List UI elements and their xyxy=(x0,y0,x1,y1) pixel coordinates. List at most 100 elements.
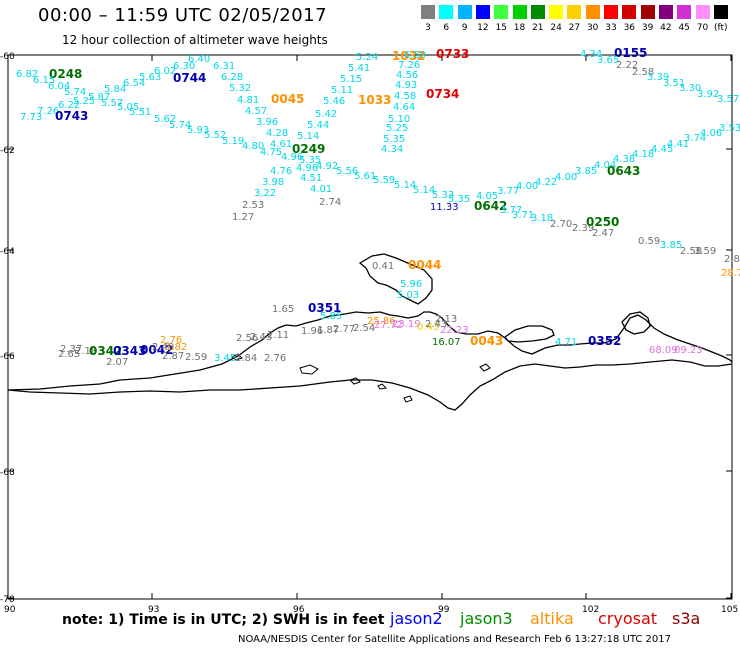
wave-height-value: 3.96 xyxy=(256,117,278,128)
legend-swatch xyxy=(567,5,582,19)
pass-time-label: 0045 xyxy=(271,92,304,106)
wave-height-value: 1.87 xyxy=(317,325,339,336)
wave-height-value: 25.86 xyxy=(367,316,396,327)
satellite-name: s3a xyxy=(672,609,701,628)
wave-height-value: 5.11 xyxy=(331,85,353,96)
wave-height-value: 3.45 xyxy=(214,353,236,364)
legend-label: 9 xyxy=(461,23,468,33)
wave-height-value: 5.33 xyxy=(432,190,454,201)
wave-height-value: 2.59 xyxy=(185,352,207,363)
wave-height-value: 4.04 xyxy=(594,160,616,171)
wave-height-value: 2.47 xyxy=(592,228,614,239)
wave-height-value: 7.73 xyxy=(20,112,42,123)
legend-label: 42 xyxy=(660,23,672,33)
wave-height-value: 4.58 xyxy=(394,91,416,102)
wave-height-value: 2.49 xyxy=(152,342,174,353)
latitude-label: -70 xyxy=(0,595,15,605)
wave-height-value: 4.00 xyxy=(516,181,538,192)
wave-height-value: 5.85 xyxy=(320,311,342,322)
wave-height-value: 4.05 xyxy=(476,191,498,202)
footer-note: note: 1) Time is in UTC; 2) SWH is in fe… xyxy=(62,612,385,628)
wave-height-value: 5.42 xyxy=(315,109,337,120)
wave-height-value: 5.24 xyxy=(356,52,378,63)
wave-height-value: 2.56 xyxy=(236,333,258,344)
wave-height-value: 2.43 xyxy=(250,332,272,343)
legend-swatch xyxy=(457,5,472,19)
coast-detail-4 xyxy=(479,363,491,372)
longitude-ticks xyxy=(7,55,732,599)
wave-height-value: 4.76 xyxy=(270,166,292,177)
wave-height-value: 4.71 xyxy=(555,337,577,348)
wave-height-value: 4.96 xyxy=(281,152,303,163)
wave-height-value: 3.98 xyxy=(262,177,284,188)
pass-time-label: 1033 xyxy=(358,93,391,107)
wave-height-value: 4.01 xyxy=(310,184,332,195)
satellite-name: jason2 xyxy=(390,609,443,628)
wave-height-value: 5.93 xyxy=(187,125,209,136)
wave-height-value: 2.39 xyxy=(572,223,594,234)
wave-height-value: 2.18 xyxy=(75,346,97,357)
wave-height-value: 4.41 xyxy=(667,139,689,150)
wave-height-value: 28.7 xyxy=(721,268,740,279)
legend-swatch xyxy=(530,5,545,19)
wave-height-value: 4.28 xyxy=(266,128,288,139)
wave-height-value: 1.96 xyxy=(301,326,323,337)
pass-time-label: 0743 xyxy=(55,109,88,123)
legend-label: 30 xyxy=(586,23,599,33)
wave-height-value: 5.63 xyxy=(139,72,161,83)
longitude-label: 90 xyxy=(4,605,16,615)
pass-time-label: 1032 xyxy=(392,49,425,63)
legend-swatch xyxy=(640,5,655,19)
pass-time-label: 0351 xyxy=(308,301,341,315)
wave-height-value: 4.80 xyxy=(242,141,264,152)
wave-height-value: 3.59 xyxy=(694,246,716,257)
wave-height-value: 6.22 xyxy=(58,100,80,111)
wave-height-value: 5.14 xyxy=(394,180,416,191)
pass-time-label: 0744 xyxy=(173,71,206,85)
wave-height-value: 11.33 xyxy=(430,202,459,213)
legend-swatch xyxy=(604,5,618,19)
legend-label: 12 xyxy=(477,23,489,33)
longitude-label: 93 xyxy=(148,605,159,615)
wave-height-value: 6.82 xyxy=(16,69,38,80)
pass-time-label: 0250 xyxy=(586,215,619,229)
wave-height-value: 4.75 xyxy=(260,147,282,158)
wave-height-value: 2.22 xyxy=(616,60,638,71)
wave-height-value: 5.35 xyxy=(383,134,405,145)
wave-height-value: 5.56 xyxy=(336,166,358,177)
wave-height-value: 3.71 xyxy=(512,210,534,221)
wave-height-value: 3.77 xyxy=(500,205,522,216)
legend-label: 24 xyxy=(550,23,562,33)
legend-swatch xyxy=(421,5,435,19)
pass-time-label: 0155 xyxy=(614,46,647,60)
coast-detail-5 xyxy=(403,395,413,403)
wave-height-value: 6.59 xyxy=(404,50,426,61)
wave-height-value: 5.74 xyxy=(169,120,191,131)
legend-label: 45 xyxy=(678,23,690,33)
wave-height-value: 5.35 xyxy=(299,155,321,166)
wave-height-value: 4.51 xyxy=(300,173,322,184)
wave-height-value: 4.92 xyxy=(316,161,338,172)
wave-height-value: 3.85 xyxy=(660,240,682,251)
legend-label: 36 xyxy=(623,23,636,33)
wave-height-value: 0.59 xyxy=(638,236,660,247)
wave-height-value: 3.18 xyxy=(531,213,553,224)
wave-height-value: 5.52 xyxy=(204,130,226,141)
wave-height-value: 5.46 xyxy=(323,96,345,107)
wave-height-value: 4.34 xyxy=(580,49,602,60)
latitude-label: -62 xyxy=(0,146,15,156)
wave-height-value: 5.41 xyxy=(348,63,370,74)
wave-height-value: 4.00 xyxy=(555,172,577,183)
wave-height-value: 4.34 xyxy=(381,144,403,155)
island-far-east xyxy=(621,311,651,335)
wave-height-value: 4.06 xyxy=(700,128,722,139)
wave-height-value: 7.26 xyxy=(398,60,420,71)
wave-height-value: 2.11 xyxy=(267,330,289,341)
wave-height-value: 0.41 xyxy=(372,261,394,272)
wave-height-value: 1.27 xyxy=(232,212,254,223)
longitude-label: 105 xyxy=(721,605,738,615)
wave-height-value: 5.57 xyxy=(101,98,123,109)
pass-time-label: 0248 xyxy=(49,67,82,81)
